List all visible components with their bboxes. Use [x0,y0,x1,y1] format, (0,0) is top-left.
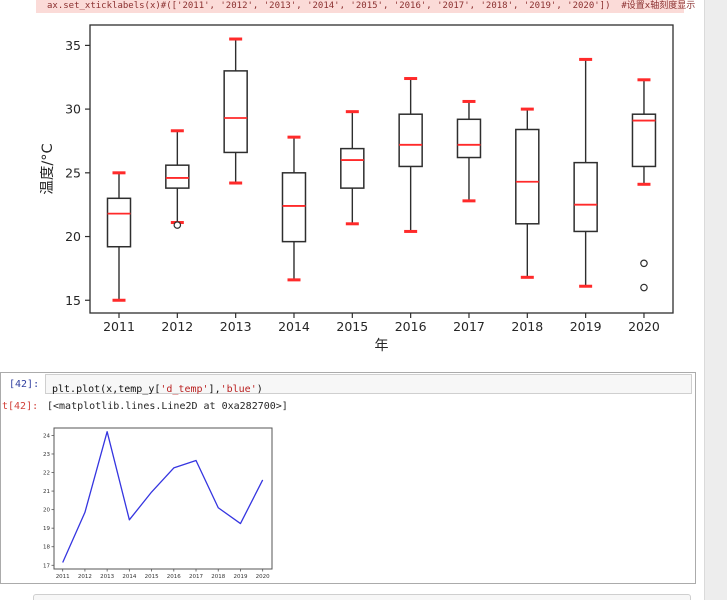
svg-text:2015: 2015 [145,574,159,580]
outlier-point [640,283,648,292]
svg-text:30: 30 [65,102,81,117]
box-group-2016 [398,77,423,233]
svg-text:2017: 2017 [189,574,203,580]
input-prompt: [42]: [9,379,40,390]
svg-text:22: 22 [43,471,50,477]
box-group-2011 [106,171,132,302]
svg-text:2011: 2011 [56,574,70,580]
output-prompt: t[42]: [2,401,39,412]
boxplot-canvas: 15 20 25 30 35 2011 2012 2013 2014 2015 2016 2017 20… [39,24,674,354]
temperature-line [62,431,264,563]
svg-text:年: 年 [375,338,389,354]
code-token: plt.plot(x,temp_y[ [52,384,161,395]
svg-text:2017: 2017 [453,319,485,334]
svg-text:17: 17 [43,563,50,569]
code-string-token: 'd_temp' [160,384,209,395]
code-text: ax.set_xticklabels(x)#(['2011', '2012', … [47,1,696,11]
svg-text:2019: 2019 [233,574,247,580]
next-cell-input-box[interactable] [33,594,691,600]
box-group-2015 [340,110,365,226]
output-repr-text: [<matplotlib.lines.Line2D at 0xa282700>] [47,401,288,412]
line-chart-canvas: 17 18 19 20 21 22 23 24 2011 2012 2013 2014 2015 2016… [43,427,273,580]
svg-text:2011: 2011 [103,319,135,334]
axes-frame [89,24,674,314]
svg-text:2012: 2012 [78,574,92,580]
code-token: ) [256,384,263,395]
svg-text:21: 21 [43,489,50,495]
active-cell-container[interactable]: [42]: plt.plot(x,temp_y['d_temp'],'blue'… [0,372,696,584]
svg-text:2020: 2020 [628,319,660,334]
svg-text:2018: 2018 [511,319,543,334]
svg-text:15: 15 [65,293,81,308]
svg-text:20: 20 [65,229,81,244]
svg-text:25: 25 [65,165,81,180]
svg-text:20: 20 [43,508,50,514]
boxplot-figure: 15 20 25 30 35 2011 2012 2013 2014 2015 2016 2017 20… [39,14,690,360]
svg-text:2018: 2018 [211,574,225,580]
svg-text:2016: 2016 [395,319,427,334]
svg-text:24: 24 [43,433,50,439]
box-group-2012 [165,129,190,229]
code-string-token: 'blue' [220,384,257,395]
svg-text:2012: 2012 [161,319,193,334]
outlier-point [173,221,182,229]
scrollbar-gutter[interactable] [704,0,727,600]
box-group-2013 [223,37,248,185]
svg-text:19: 19 [43,526,50,532]
svg-text:2016: 2016 [167,574,181,580]
code-token: ], [208,384,221,395]
previous-cell-highlighted-code-line[interactable]: ax.set_xticklabels(x)#(['2011', '2012', … [36,0,695,13]
box-group-2014 [281,135,307,282]
svg-text:温度/°C: 温度/°C [40,143,56,194]
svg-text:2013: 2013 [100,574,114,580]
svg-text:23: 23 [43,452,50,458]
outlier-point [640,259,648,268]
code-line: plt.plot(x,temp_y['d_temp'],'blue') [52,384,263,395]
svg-text:2013: 2013 [220,319,252,334]
svg-text:2014: 2014 [122,574,136,580]
svg-text:2019: 2019 [570,319,602,334]
box-group-2017 [456,99,482,203]
svg-text:18: 18 [43,545,50,551]
svg-text:35: 35 [65,38,81,53]
axes-frame [53,427,273,570]
svg-text:2014: 2014 [278,319,310,334]
svg-text:2020: 2020 [256,574,270,580]
line-chart-figure: 17 18 19 20 21 22 23 24 2011 2012 2013 2014 2015 2016… [31,419,296,589]
box-group-2019 [573,57,598,288]
svg-text:2015: 2015 [336,319,368,334]
box-group-2018 [515,107,540,279]
box-group-2020 [631,78,657,292]
code-input-area[interactable]: plt.plot(x,temp_y['d_temp'],'blue') [45,374,692,395]
